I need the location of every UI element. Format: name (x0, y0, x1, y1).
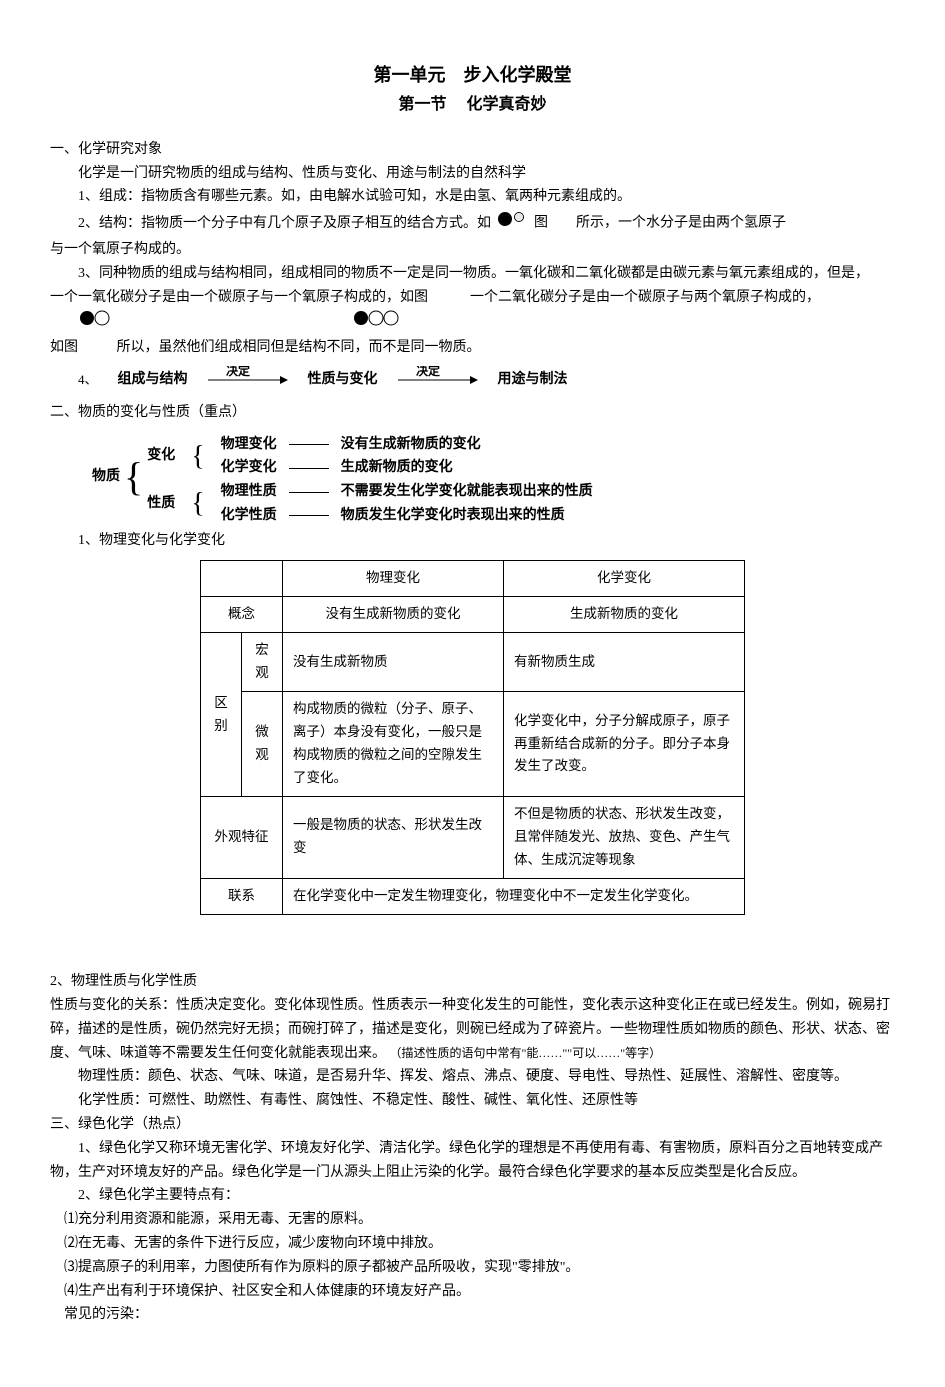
p3-b: 一个一氧化碳分子是由一个碳原子与一个氧原子构成的，如图 (50, 290, 428, 305)
dash-icon (289, 444, 329, 445)
table-cell: 概念 (201, 597, 283, 633)
table-cell: 宏观 (242, 633, 283, 692)
p2a-note: （描述性质的语句中常有"能……""可以……"等字） (390, 1046, 662, 1060)
section-1-point-3a: 3、同种物质的组成与结构相同，组成相同的物质不一定是同一物质。一氧化碳和二氧化碳… (50, 262, 895, 286)
table-cell: 化学变化中，分子分解成原子，原子再重新结合成新的分子。即分子本身发生了改变。 (504, 692, 745, 797)
table-row: 概念 没有生成新物质的变化 生成新物质的变化 (201, 597, 745, 633)
section-1-point-3-line2: 一个一氧化碳分子是由一个碳原子与一个氧原子构成的，如图 一个二氧化碳分子是由一个… (50, 286, 895, 310)
section-1-point-4-diagram: 4、 组成与结构 决定 性质与变化 决定 用途与制法 (50, 366, 895, 395)
dash-icon (289, 468, 329, 469)
section-3-point-1: 1、绿色化学又称环境无害化学、环境友好化学、清洁化学。绿色化学的理想是不再使用有… (50, 1137, 895, 1185)
section-title: 第一节 化学真奇妙 (50, 91, 895, 118)
dash-icon (289, 492, 329, 493)
table-cell: 有新物质生成 (504, 633, 745, 692)
list-item: ⑷生产出有利于环境保护、社区安全和人体健康的环境友好产品。 (50, 1280, 895, 1304)
arrow-label-1: 决定 (226, 366, 250, 378)
section-2-heading: 二、物质的变化与性质（重点） (50, 401, 895, 425)
brace-icon: { (191, 444, 204, 469)
arrow-label-2: 决定 (416, 366, 440, 378)
tree-branch-1: 变化 (147, 444, 175, 468)
table-cell: 区别 (201, 633, 242, 797)
p2-b: 图 (534, 216, 548, 231)
tree-branch-2: 性质 (147, 492, 175, 516)
tree-b2-item1: 物理性质 (221, 480, 277, 504)
dash-icon (289, 515, 329, 516)
tree-b1-item2: 化学变化 (221, 456, 277, 480)
section-2-para-2b: 物理性质：颜色、状态、气味、味道，是否易升华、挥发、熔点、沸点、硬度、导电性、导… (50, 1065, 895, 1089)
comparison-table: 物理变化 化学变化 概念 没有生成新物质的变化 生成新物质的变化 区别 宏观 没… (200, 560, 745, 914)
table-row: 微观 构成物质的微粒（分子、原子、离子）本身没有变化，一般只是构成物质的微粒之间… (201, 692, 745, 797)
section-1-point-1: 1、组成：指物质含有哪些元素。如，由电解水试验可知，水是由氢、氧两种元素组成的。 (50, 185, 895, 209)
brace-icon: { (124, 459, 143, 495)
list-item: ⑶提高原子的利用率，力图使所有作为原料的原子都被产品所吸收，实现"零排放"。 (50, 1256, 895, 1280)
tree-root: 物质 (92, 465, 120, 489)
section-2-para-2c: 化学性质：可燃性、助燃性、有毒性、腐蚀性、不稳定性、酸性、碱性、氧化性、还原性等 (50, 1089, 895, 1113)
table-row: 物理变化 化学变化 (201, 561, 745, 597)
arrow-icon: 决定 (208, 366, 288, 395)
table-row: 联系 在化学变化中一定发生物理变化，物理变化中不一定发生化学变化。 (201, 878, 745, 914)
p2-d: 与一个氧原子构成的。 (50, 238, 895, 262)
table-cell: 构成物质的微粒（分子、原子、离子）本身没有变化，一般只是构成物质的微粒之间的空隙… (283, 692, 504, 797)
co2-molecule-icon (352, 309, 400, 336)
tree-b2-desc1: 不需要发生化学变化就能表现出来的性质 (341, 480, 593, 504)
table-header: 物理变化 (283, 561, 504, 597)
table-cell: 在化学变化中一定发生物理变化，物理变化中不一定发生化学变化。 (283, 878, 745, 914)
subtitle-name: 化学真奇妙 (467, 96, 547, 113)
section-2-sub-1: 1、物理变化与化学变化 (50, 529, 895, 553)
table-cell: 一般是物质的状态、形状发生改变 (283, 796, 504, 878)
arrow-icon: 决定 (398, 366, 478, 395)
section-1-point-3-line3 (50, 309, 895, 336)
diagram-box-2: 性质与变化 (308, 368, 378, 392)
brace-icon: { (191, 491, 204, 516)
list-item: ⑴充分利用资源和能源，采用无毒、无害的原料。 (50, 1208, 895, 1232)
table-row: 外观特征 一般是物质的状态、形状发生改变 不但是物质的状态、形状发生改变，且常伴… (201, 796, 745, 878)
unit-title: 第一单元 步入化学殿堂 (50, 60, 895, 91)
tree-b1-desc1: 没有生成新物质的变化 (341, 433, 481, 457)
section-2-para-2a: 性质与变化的关系：性质决定变化。变化体现性质。性质表示一种变化发生的可能性，变化… (50, 994, 895, 1065)
tree-b2-desc2: 物质发生化学变化时表现出来的性质 (341, 504, 565, 528)
section-2-sub-2: 2、物理性质与化学性质 (50, 970, 895, 994)
p3-e: 所以，虽然他们组成相同但是结构不同，而不是同一物质。 (117, 340, 481, 355)
table-header: 化学变化 (504, 561, 745, 597)
table-cell: 微观 (242, 692, 283, 797)
section-1-heading: 一、化学研究对象 (50, 138, 895, 162)
table-cell: 不但是物质的状态、形状发生改变，且常伴随发光、放热、变色、产生气体、生成沉淀等现… (504, 796, 745, 878)
p3-c: 一个二氧化碳分子是由一个碳原子与两个氧原子构成的， (470, 290, 820, 305)
co-molecule-icon (78, 309, 112, 336)
p2-a: 2、结构：指物质一个分子中有几个原子及原子相互的结合方式。如 (50, 212, 491, 236)
table-cell: 没有生成新物质 (283, 633, 504, 692)
p2-c: 所示，一个水分子是由两个氢原子 (576, 216, 786, 231)
section-3-heading: 三、绿色化学（热点） (50, 1113, 895, 1137)
table-cell: 生成新物质的变化 (504, 597, 745, 633)
subtitle-section: 第一节 (398, 96, 446, 113)
water-molecule-icon (495, 209, 531, 238)
section-3-point-2: 2、绿色化学主要特点有： (50, 1184, 895, 1208)
p3-d: 如图 (50, 340, 78, 355)
list-item: ⑵在无毒、无害的条件下进行反应，减少废物向环境中排放。 (50, 1232, 895, 1256)
section-3-footer: 常见的污染： (50, 1303, 895, 1327)
tree-b2-item2: 化学性质 (221, 504, 277, 528)
p4-num: 4、 (78, 369, 98, 391)
tree-b1-desc2: 生成新物质的变化 (341, 456, 453, 480)
table-cell: 外观特征 (201, 796, 283, 878)
table-cell: 没有生成新物质的变化 (283, 597, 504, 633)
s3-p1-text: 1、绿色化学又称环境无害化学、环境友好化学、清洁化学。绿色化学的理想是不再使用有… (50, 1137, 895, 1185)
section-1-intro: 化学是一门研究物质的组成与结构、性质与变化、用途与制法的自然科学 (50, 162, 895, 186)
table-row: 区别 宏观 没有生成新物质 有新物质生成 (201, 633, 745, 692)
diagram-box-3: 用途与制法 (498, 368, 568, 392)
diagram-box-1: 组成与结构 (118, 368, 188, 392)
table-cell: 联系 (201, 878, 283, 914)
tree-b1-item1: 物理变化 (221, 433, 277, 457)
section-1-point-2: 2、结构：指物质一个分子中有几个原子及原子相互的结合方式。如 图 所示，一个水分… (50, 209, 895, 238)
section-1-point-3-line4: 如图 所以，虽然他们组成相同但是结构不同，而不是同一物质。 (50, 336, 895, 360)
tree-diagram: 物质{ 变化 { 物理变化没有生成新物质的变化 化学变化生成新物质的变化 性质 … (50, 433, 895, 521)
